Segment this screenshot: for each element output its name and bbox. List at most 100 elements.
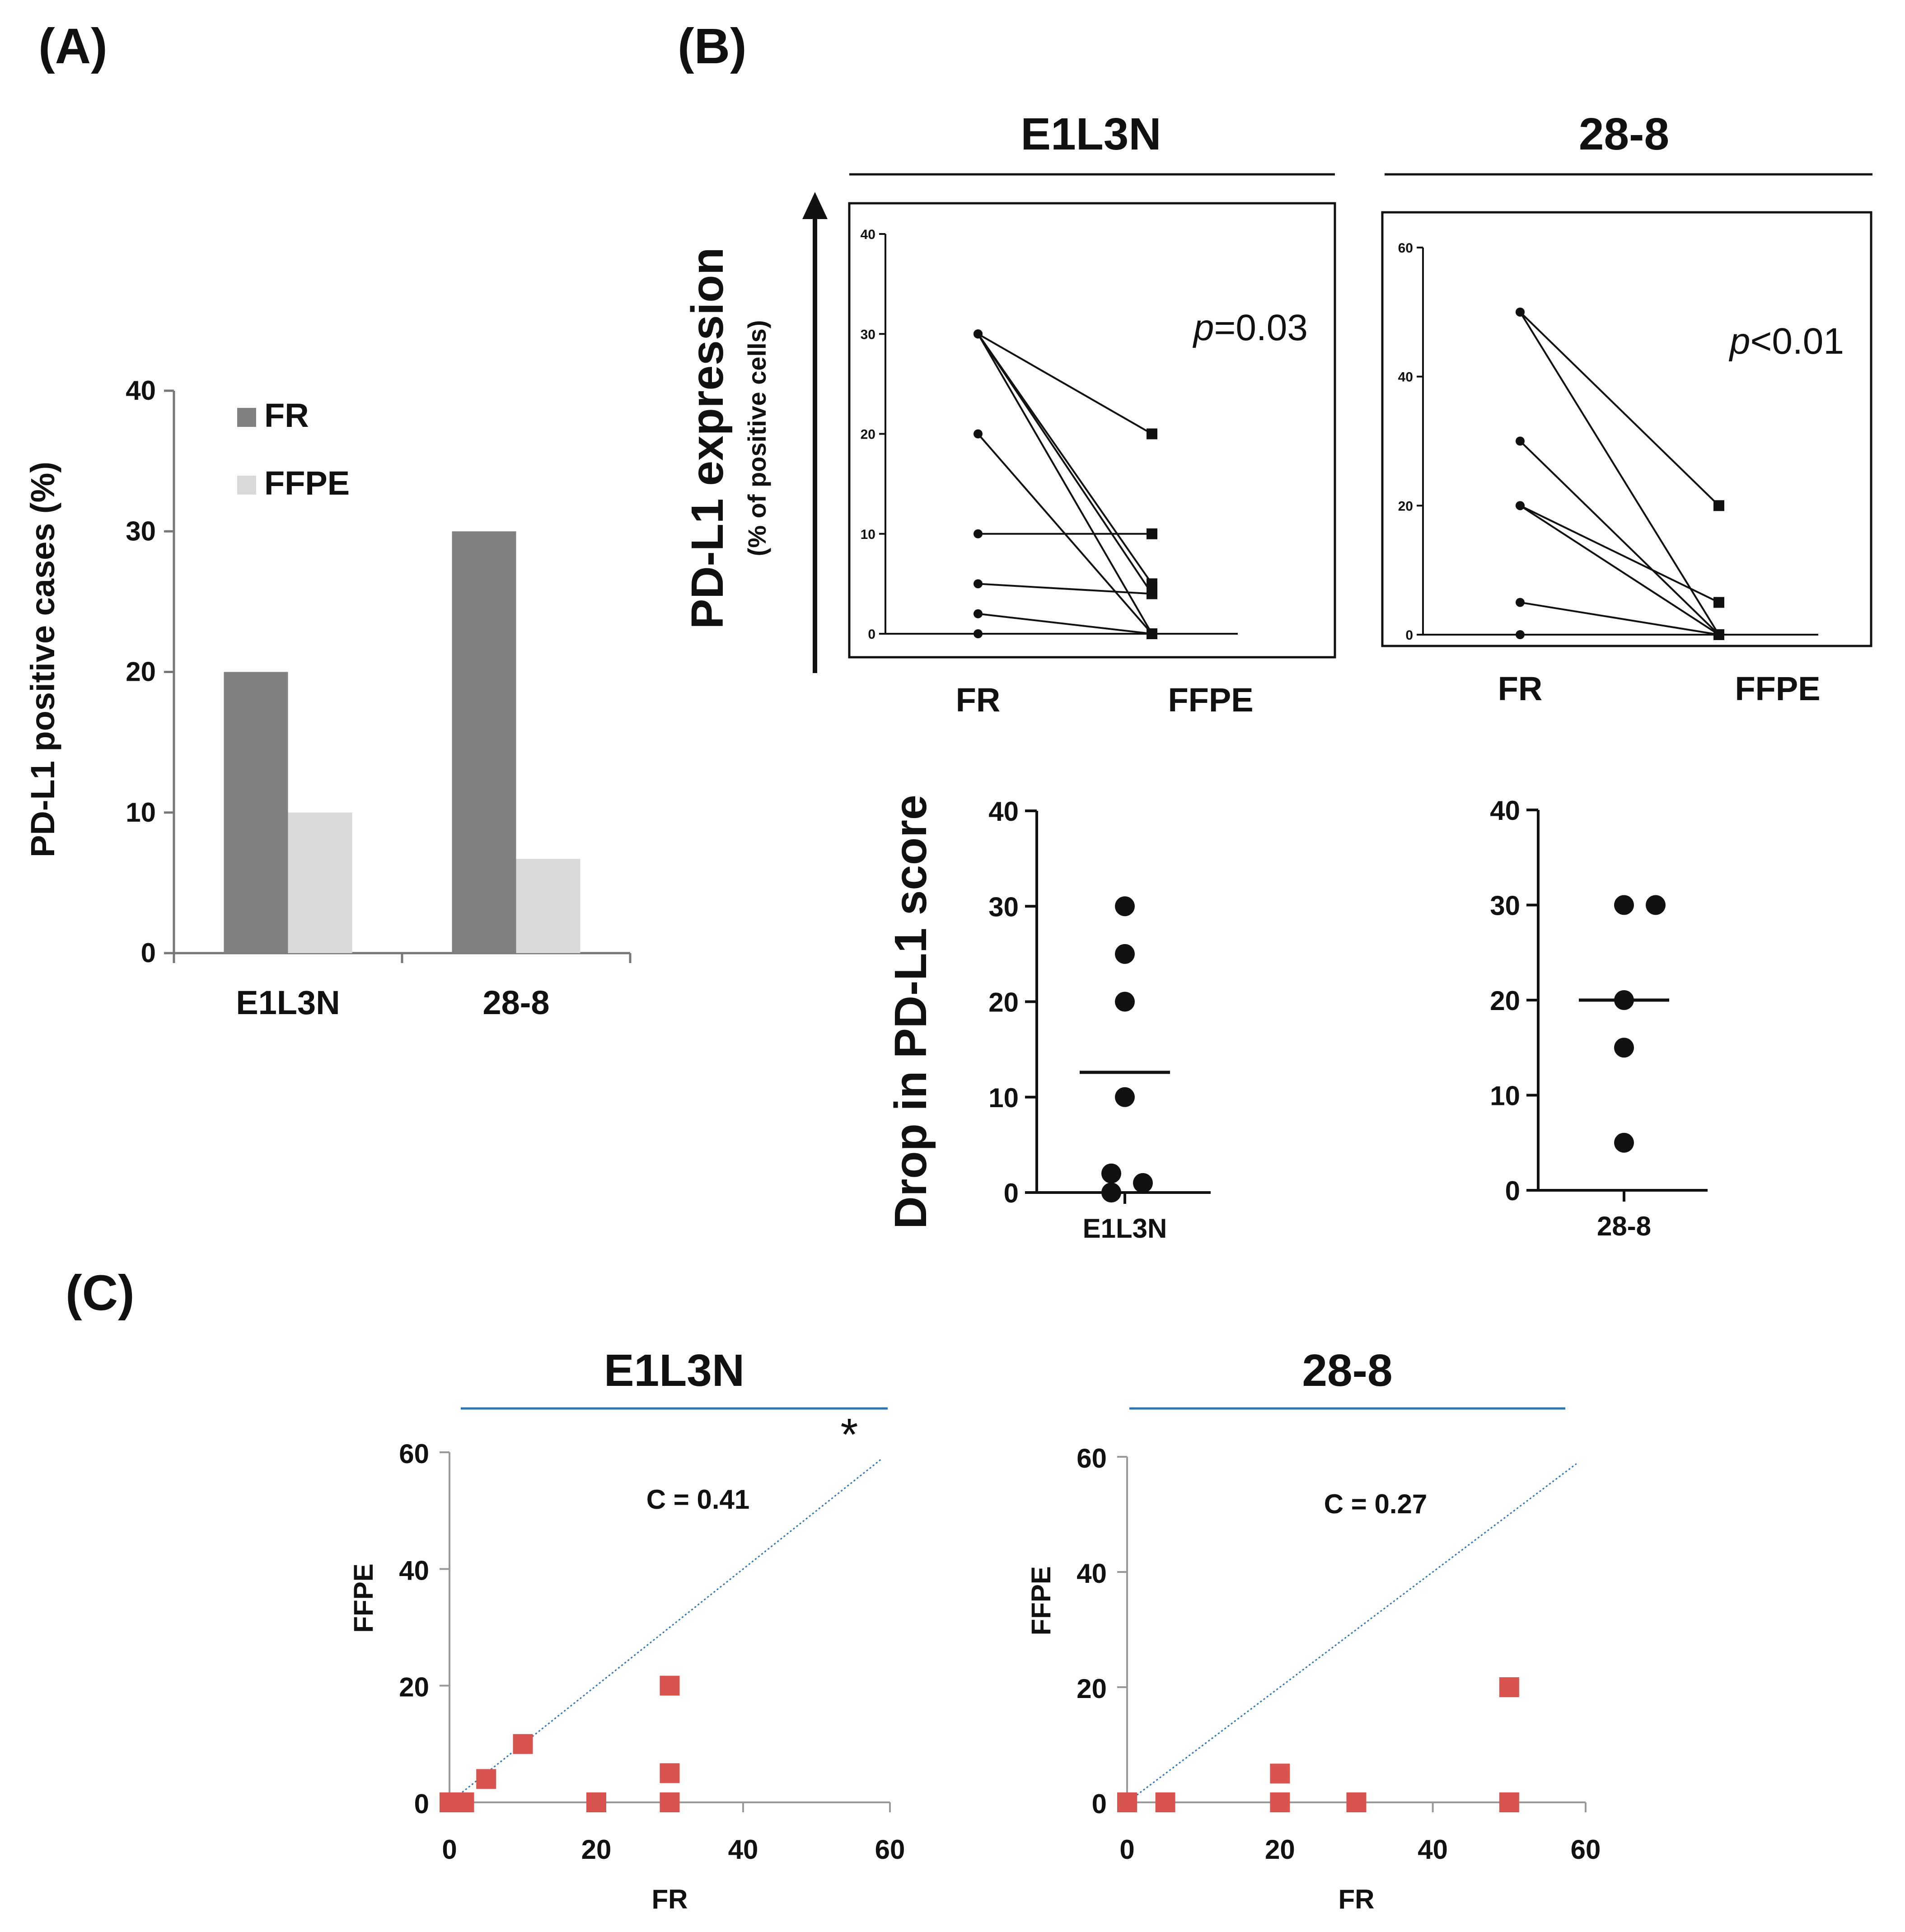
c-identity-line <box>449 1459 882 1803</box>
b-y-tick-label: 0 <box>868 627 875 642</box>
b-y-tick-label: 20 <box>1398 499 1413 514</box>
c-x-tick-label: 40 <box>1418 1834 1448 1865</box>
c-x-tick-label: 0 <box>1119 1834 1134 1865</box>
b-drop-point <box>1101 1183 1121 1202</box>
c-data-point <box>660 1763 680 1783</box>
b-p-value: p<0.01 <box>1728 321 1844 362</box>
b-p-value-text: <0.01 <box>1751 321 1844 362</box>
c-x-tick-label: 60 <box>1571 1834 1601 1865</box>
b-drop-point <box>1115 992 1135 1012</box>
b-drop-point <box>1133 1173 1153 1193</box>
b-x-label-ffpe: FFPE <box>1168 681 1253 719</box>
a-legend-label-fr: FR <box>264 397 309 434</box>
b-drop-point <box>1115 896 1135 917</box>
b-point-ffpe <box>1147 428 1157 440</box>
b-drop-y-tick-label: 20 <box>988 987 1019 1018</box>
c-data-point <box>1270 1764 1290 1784</box>
a-y-tick-label: 40 <box>126 375 156 406</box>
b-pair-line <box>1519 311 1720 636</box>
b-drop-y-tick-label: 40 <box>988 796 1019 827</box>
b-pair-line <box>1519 311 1720 506</box>
b-point-ffpe <box>1147 528 1157 539</box>
b-point-ffpe <box>1147 628 1157 639</box>
b-drop-point <box>1614 895 1634 915</box>
b-y-tick-label: 10 <box>861 527 875 542</box>
b-point-fr <box>974 609 983 618</box>
b-p-value-text: =0.03 <box>1214 307 1308 348</box>
b-p-value: p=0.03 <box>1192 307 1308 348</box>
c-x-axis-title: FR <box>1339 1884 1375 1914</box>
a-bar-fr-28-8 <box>452 531 516 953</box>
b-x-label-fr: FR <box>956 681 1001 719</box>
c-x-tick-label: 40 <box>728 1834 758 1865</box>
c-data-point <box>660 1675 680 1696</box>
b-group-title: 28-8 <box>1579 109 1669 159</box>
b-point-fr <box>1516 630 1525 639</box>
a-x-category-label: E1L3N <box>236 984 340 1021</box>
c-data-point <box>586 1792 606 1812</box>
c-x-tick-label: 0 <box>442 1834 457 1865</box>
c-y-axis-title: FFPE <box>1026 1566 1056 1635</box>
b-pair-line <box>977 333 1153 594</box>
b-pair-line <box>977 333 1153 635</box>
b-pair-line <box>978 333 1152 435</box>
b-point-fr <box>974 629 983 638</box>
b-drop-y-tick-label: 20 <box>1490 986 1520 1016</box>
b-x-label-fr: FR <box>1498 670 1543 707</box>
a-bar-ffpe-e1l3n <box>288 812 352 953</box>
a-legend-swatch-ffpe <box>237 476 256 495</box>
c-data-point <box>476 1769 496 1789</box>
b-drop-point <box>1115 944 1135 964</box>
b-drop-point <box>1101 1163 1121 1184</box>
c-data-point <box>660 1792 680 1812</box>
b-pair-line <box>1519 440 1720 636</box>
b-point-fr <box>974 429 983 439</box>
b-drop-y-tick-label: 0 <box>1505 1176 1520 1206</box>
b-p-symbol: p <box>1728 321 1751 362</box>
b-drop-y-tick-label: 10 <box>1490 1081 1520 1111</box>
b-y-tick-label: 30 <box>861 327 875 342</box>
c-data-point <box>1117 1792 1137 1812</box>
b-drop-y-tick-label: 30 <box>1490 891 1520 921</box>
b-y-tick-label: 40 <box>861 227 875 242</box>
b-pair-line <box>1519 505 1720 636</box>
b-point-ffpe <box>1713 597 1724 608</box>
a-y-tick-label: 20 <box>126 657 156 687</box>
b-plot-frame <box>848 202 1336 659</box>
b-drop-category-label: E1L3N <box>1083 1213 1167 1244</box>
b-ylabel-main: PD-L1 expression <box>682 248 733 629</box>
b-drop-label: Drop in PD-L1 score <box>885 795 936 1229</box>
b-point-fr <box>1516 436 1525 446</box>
b-drop-point <box>1614 1038 1634 1058</box>
b-x-label-ffpe: FFPE <box>1735 670 1820 707</box>
a-bar-fr-e1l3n <box>224 672 288 953</box>
c-data-point <box>1346 1792 1367 1812</box>
b-group-title: E1L3N <box>1020 109 1161 159</box>
c-correlation-annotation: C = 0.41 <box>646 1484 750 1515</box>
panel-label-a: (A) <box>38 19 108 74</box>
b-drop-point <box>1646 895 1666 915</box>
b-p-symbol: p <box>1192 307 1214 348</box>
b-y-tick-label: 60 <box>1398 241 1413 256</box>
b-ylabel-sub: (% of positive cells) <box>743 320 771 557</box>
panel-label-b: (B) <box>678 19 747 74</box>
b-drop-category-label: 28-8 <box>1597 1211 1651 1241</box>
c-chart-title: E1L3N <box>604 1345 744 1396</box>
b-drop-y-tick-label: 0 <box>1004 1178 1019 1208</box>
c-data-point <box>1499 1677 1519 1697</box>
b-pair-line <box>1520 601 1719 636</box>
c-x-tick-label: 20 <box>1265 1834 1295 1865</box>
c-data-point <box>1155 1792 1175 1812</box>
expression-arrow-head <box>802 192 828 219</box>
b-point-fr <box>1516 501 1525 510</box>
c-x-axis-title: FR <box>652 1884 688 1914</box>
b-y-tick-label: 0 <box>1405 628 1413 643</box>
b-point-fr <box>1516 598 1525 607</box>
b-pair-line <box>977 333 1153 585</box>
c-correlation-annotation: C = 0.27 <box>1324 1489 1428 1519</box>
c-y-tick-label: 40 <box>1077 1558 1107 1589</box>
b-point-fr <box>974 579 983 589</box>
b-drop-point <box>1115 1087 1135 1107</box>
b-point-ffpe <box>1147 588 1157 599</box>
